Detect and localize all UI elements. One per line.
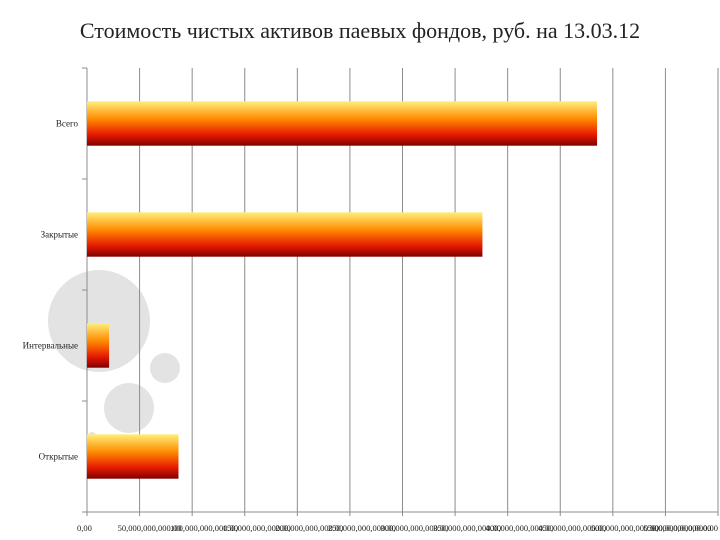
bars: [87, 101, 598, 479]
x-tick-label: 600,000,000,000.00: [650, 523, 718, 533]
x-tick-label: 450,000,000,000.00: [538, 523, 606, 533]
x-tick-label: 350,000,000,000.00: [433, 523, 501, 533]
x-tick-label: 0,00: [77, 523, 92, 533]
x-tick-label: 500,000,000,000.00: [591, 523, 659, 533]
category-labels: Всего Закрытые Интервальные Открытые: [23, 119, 79, 462]
x-tick-label: 150,000,000,000.00: [223, 523, 291, 533]
category-label: Всего: [56, 119, 79, 129]
bar: [87, 101, 598, 146]
category-label: Открытые: [39, 452, 78, 462]
x-tick-label: 50,000,000,000.00: [118, 523, 182, 533]
bar: [87, 434, 179, 479]
category-label: Интервальные: [23, 341, 78, 351]
decorative-circle-medium: [104, 383, 154, 433]
decorative-circle-small: [150, 353, 180, 383]
bar: [87, 212, 483, 257]
chart-title: Стоимость чистых активов паевых фондов, …: [79, 18, 641, 43]
x-tick-labels: 0,00 50,000,000,000.00100,000,000,000.001…: [77, 512, 719, 533]
x-tick-label: 400,000,000,000.00: [486, 523, 554, 533]
x-tick-label: 250,000,000,000.00: [328, 523, 396, 533]
bar: [87, 323, 110, 368]
x-tick-label: 200,000,000,000.00: [275, 523, 343, 533]
category-label: Закрытые: [41, 230, 78, 240]
x-tick-label: 100,000,000,000.00: [170, 523, 238, 533]
x-tick-label: 550,000,000,000.00: [643, 523, 711, 533]
x-tick-label: 300,000,000,000.00: [381, 523, 449, 533]
